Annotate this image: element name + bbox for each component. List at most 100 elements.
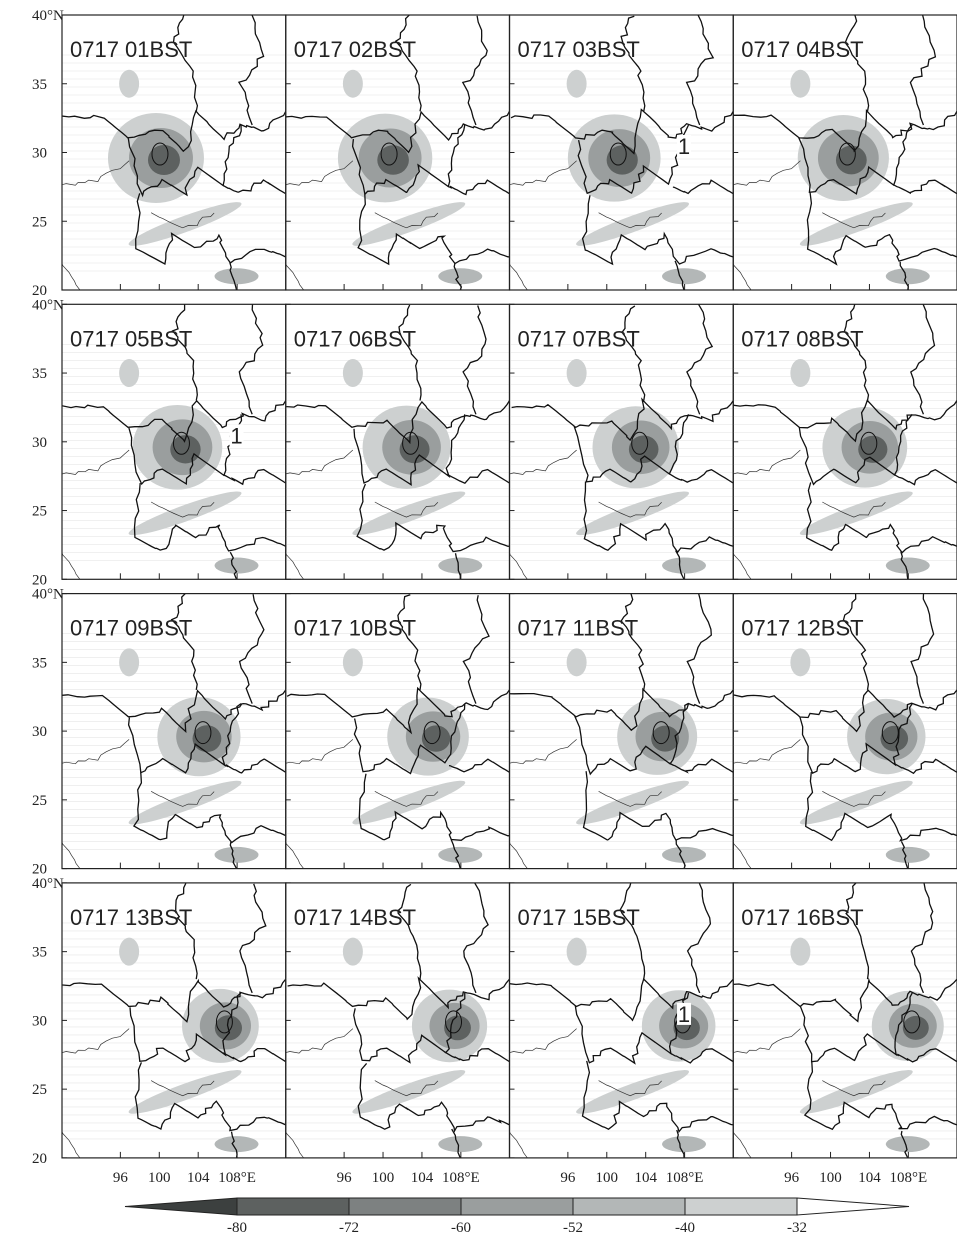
panel-label: 0717 05BST [70, 326, 192, 351]
panel: 0717 15BST196100104108°E [508, 882, 733, 1186]
shading [126, 1064, 244, 1120]
river [733, 841, 752, 869]
x-tick-label: 108°E [442, 1170, 480, 1186]
panel-label: 0717 16BST [741, 905, 863, 930]
river [285, 1130, 304, 1158]
boundary [911, 883, 932, 993]
shading [350, 775, 468, 831]
y-tick-label: 40°N [32, 587, 64, 603]
panel: 0717 10BST [285, 594, 510, 869]
y-tick-label: 30 [32, 1013, 47, 1029]
boundary [398, 595, 421, 690]
panel-label: 0717 14BST [294, 905, 416, 930]
shading [886, 268, 930, 284]
panel-label: 0717 09BST [70, 616, 192, 641]
colorbar-segment [237, 1198, 349, 1215]
shading [797, 485, 915, 541]
boundary [620, 882, 644, 979]
panel: 0717 01BST2025303540°N [32, 8, 286, 299]
boundary [911, 594, 934, 704]
boundary [464, 881, 488, 993]
river [285, 739, 353, 763]
panel: 0717 09BST2025303540°N [32, 587, 286, 878]
shading [343, 648, 363, 676]
panel: 0717 08BST [732, 303, 957, 579]
shading [573, 775, 691, 831]
x-tick-label: 96 [784, 1170, 800, 1186]
x-tick-label: 108°E [890, 1170, 928, 1186]
shading [651, 726, 679, 752]
shading [215, 847, 259, 863]
shading [797, 196, 915, 252]
y-tick-label: 35 [32, 655, 47, 671]
x-tick-label: 108°E [218, 1170, 256, 1186]
boundary [910, 14, 935, 125]
shading [438, 558, 482, 574]
shading [438, 847, 482, 863]
shading [438, 268, 482, 284]
river [732, 161, 800, 185]
colorbar-segment [349, 1198, 461, 1215]
y-tick-label: 35 [32, 77, 47, 93]
x-tick-label: 96 [113, 1170, 129, 1186]
shading [573, 1064, 691, 1120]
colorbar-segment [573, 1198, 685, 1215]
x-tick-label: 100 [148, 1170, 171, 1186]
river [509, 841, 528, 869]
annotation: 1 [678, 1002, 690, 1027]
y-tick-label: 25 [32, 793, 47, 809]
colorbar-segment [797, 1198, 909, 1215]
panel: 0717 03BST1 [509, 13, 734, 290]
river [285, 841, 304, 869]
shading [662, 268, 706, 284]
y-tick-label: 20 [32, 1151, 47, 1167]
shading [444, 1016, 471, 1041]
boundary [687, 13, 714, 125]
y-tick-label: 30 [32, 435, 47, 451]
shading [886, 847, 930, 863]
y-tick-label: 25 [32, 1082, 47, 1098]
boundary [399, 305, 421, 401]
shading [350, 485, 468, 541]
shading [119, 359, 139, 387]
panel: 0717 05BST12025303540°N [32, 297, 286, 588]
shading [119, 70, 139, 98]
panel-label: 0717 03BST [518, 37, 640, 62]
shading [343, 359, 363, 387]
panel-label: 0717 07BST [518, 326, 640, 351]
panel-label: 0717 15BST [518, 905, 640, 930]
shading [126, 775, 244, 831]
boundary [176, 883, 197, 979]
panel-label: 0717 04BST [741, 37, 863, 62]
boundary [463, 306, 486, 415]
river [61, 262, 80, 290]
shading [662, 1136, 706, 1152]
y-tick-label: 40°N [32, 297, 64, 313]
boundary [687, 593, 711, 704]
river [732, 1029, 800, 1053]
river [732, 739, 800, 763]
river [285, 551, 304, 579]
panel-label: 0717 02BST [294, 37, 416, 62]
colorbar-label: -60 [451, 1220, 471, 1236]
shading [350, 1064, 468, 1120]
x-tick-label: 100 [596, 1170, 619, 1186]
colorbar-segment [461, 1198, 573, 1215]
shading [573, 485, 691, 541]
panel-label: 0717 01BST [70, 37, 192, 62]
river [509, 262, 528, 290]
boundary [845, 14, 868, 112]
river [509, 739, 577, 763]
boundary [240, 594, 264, 703]
y-tick-label: 25 [32, 504, 47, 520]
colorbar-label: -52 [563, 1220, 583, 1236]
panel-label: 0717 11BST [518, 616, 639, 641]
shading [567, 648, 587, 676]
shading [790, 648, 810, 676]
colorbar-label: -40 [675, 1220, 695, 1236]
annotation: 1 [230, 423, 242, 448]
shading [343, 938, 363, 966]
shading [567, 938, 587, 966]
x-tick-label: 96 [560, 1170, 576, 1186]
